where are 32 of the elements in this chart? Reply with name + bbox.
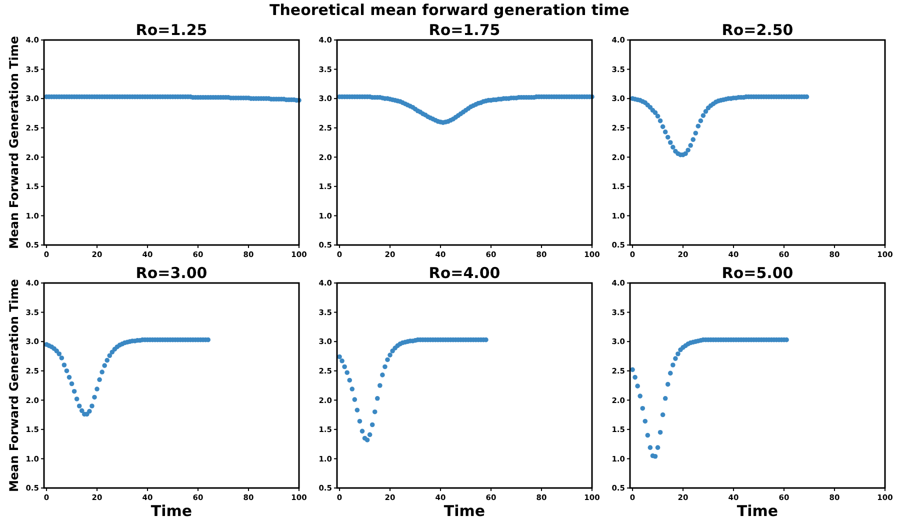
point xyxy=(350,386,355,392)
point xyxy=(374,396,380,401)
point xyxy=(378,383,382,388)
point xyxy=(382,364,388,370)
point xyxy=(370,422,375,428)
point xyxy=(352,397,358,402)
chart-title: Ro=4.00 xyxy=(428,264,500,282)
x-axis-title: Time xyxy=(736,502,778,520)
chart-title: Ro=1.75 xyxy=(428,21,500,39)
point xyxy=(342,364,347,370)
chart-title: Ro=2.50 xyxy=(722,21,794,39)
x-axis-title: Time xyxy=(150,502,192,520)
point xyxy=(390,348,395,354)
point xyxy=(360,428,365,434)
chart-title: Ro=3.00 xyxy=(136,264,208,282)
text: Theoretical mean forward generation time xyxy=(270,1,630,19)
point xyxy=(388,352,392,358)
point xyxy=(385,357,390,362)
point xyxy=(364,438,370,442)
point xyxy=(380,372,385,378)
point xyxy=(347,378,352,383)
point xyxy=(340,358,344,364)
chart-title: Ro=5.00 xyxy=(722,264,794,282)
point xyxy=(367,432,372,438)
point xyxy=(357,418,362,424)
y-axis-title: Mean Forward Generation Time xyxy=(7,36,21,250)
point xyxy=(344,370,350,376)
chart-title: Ro=1.25 xyxy=(136,21,208,39)
point xyxy=(372,409,378,414)
x-axis-title: Time xyxy=(444,502,486,520)
point xyxy=(354,408,360,412)
y-axis-title: Mean Forward Generation Time xyxy=(7,278,21,492)
